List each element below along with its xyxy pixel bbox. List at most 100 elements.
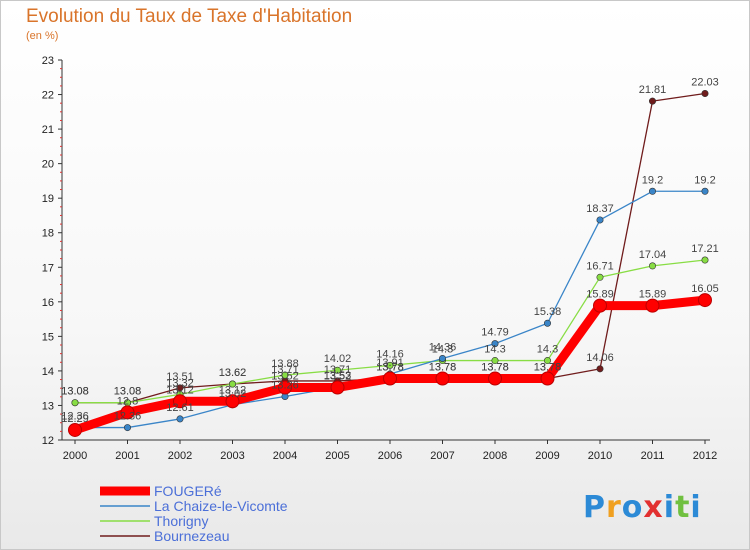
x-tick-label: 2009 [535, 450, 559, 462]
data-label: 14.16 [376, 348, 404, 360]
data-label: 13.08 [114, 386, 142, 398]
data-label: 13.71 [271, 364, 299, 376]
data-label: 13.51 [166, 371, 194, 383]
y-tick-label: 23 [42, 55, 54, 67]
data-label: 13.78 [429, 362, 457, 374]
data-point [491, 340, 499, 348]
data-label: 14.02 [324, 353, 352, 365]
x-tick-label: 2005 [325, 450, 349, 462]
data-label: 19.2 [694, 174, 715, 186]
data-label: 22.03 [691, 77, 719, 89]
data-point [596, 273, 604, 281]
data-label: 13.78 [534, 362, 562, 374]
data-point [593, 298, 607, 313]
y-tick-label: 21 [42, 124, 54, 136]
data-label: 12.36 [61, 411, 89, 423]
data-label: 14.3 [432, 344, 453, 356]
data-point [386, 361, 394, 369]
data-label: 13.78 [376, 362, 404, 374]
data-point [543, 357, 551, 365]
data-label: 13.91 [376, 357, 404, 369]
data-label: 13.78 [376, 362, 404, 374]
data-point [648, 97, 656, 105]
logo-letter: i [690, 490, 702, 525]
data-label: 18.37 [586, 203, 614, 215]
logo-letter: x [643, 490, 664, 525]
data-label: 13.71 [324, 364, 352, 376]
data-label: 14.3 [537, 344, 558, 356]
data-label: 14.06 [586, 352, 614, 364]
data-label: 15.89 [639, 289, 667, 301]
logo-letter: o [621, 490, 644, 525]
x-tick-label: 2011 [641, 450, 665, 462]
y-tick-label: 17 [42, 262, 54, 274]
data-label: 15.38 [534, 306, 562, 318]
legend-label: La Chaize-le-Vicomte [154, 498, 288, 514]
x-tick-label: 2001 [115, 450, 139, 462]
data-point [491, 357, 499, 365]
data-point [229, 380, 237, 388]
data-point [68, 422, 82, 437]
data-point [488, 371, 502, 386]
y-tick-label: 14 [42, 366, 54, 378]
logo-letter: t [675, 490, 691, 525]
data-point [648, 262, 656, 270]
data-point [383, 371, 397, 386]
y-tick-label: 18 [42, 228, 54, 240]
x-tick-label: 2010 [588, 450, 612, 462]
data-point [173, 394, 187, 409]
x-tick-label: 2008 [483, 450, 507, 462]
y-tick-label: 20 [42, 159, 54, 171]
data-label: 12.29 [61, 413, 89, 425]
x-tick-label: 2002 [168, 450, 192, 462]
data-label: 13.26 [271, 379, 299, 391]
data-point [596, 365, 604, 373]
data-point [701, 90, 709, 98]
data-point [124, 424, 132, 432]
data-point [333, 366, 341, 374]
x-tick-label: 2003 [220, 450, 244, 462]
y-tick-label: 19 [42, 193, 54, 205]
chart-subtitle: (en %) [26, 30, 59, 42]
data-label: 12.61 [166, 402, 194, 414]
y-tick-label: 15 [42, 331, 54, 343]
y-tick-label: 16 [42, 297, 54, 309]
data-label: 13.78 [429, 362, 457, 374]
data-point [278, 380, 292, 395]
data-label: 14.36 [429, 341, 457, 353]
data-point [596, 216, 604, 224]
y-tick-label: 13 [42, 400, 54, 412]
data-label: 13.78 [481, 362, 509, 374]
data-point [120, 405, 135, 420]
data-label: 13.52 [271, 370, 299, 382]
logo-letter: P [583, 490, 606, 525]
data-point [540, 371, 555, 386]
data-point [281, 371, 289, 379]
y-tick-label: 22 [42, 90, 54, 102]
chart-title: Evolution du Taux de Taxe d'Habitation [26, 6, 353, 27]
data-label: 16.71 [586, 260, 614, 272]
logo-letter: i [663, 490, 676, 525]
data-label: 13.62 [219, 367, 247, 379]
data-label: 13.62 [219, 367, 247, 379]
data-point [71, 399, 79, 407]
data-label: 17.04 [639, 249, 667, 261]
x-tick-label: 2000 [63, 450, 87, 462]
data-label: 15.89 [586, 289, 614, 301]
data-label: 19.2 [642, 174, 663, 186]
data-label: 14.3 [484, 344, 505, 356]
data-label: 12.8 [117, 395, 138, 407]
x-tick-label: 2006 [378, 450, 402, 462]
data-label: 13.02 [219, 388, 247, 400]
data-label: 13.78 [534, 362, 562, 374]
data-label: 13.08 [114, 386, 142, 398]
data-point [543, 319, 551, 327]
data-label: 17.21 [691, 243, 719, 255]
data-label: 14.79 [481, 327, 509, 339]
data-point [648, 187, 656, 195]
y-tick-label: 12 [42, 435, 54, 447]
x-tick-label: 2004 [273, 450, 297, 462]
data-label: 21.81 [639, 84, 667, 96]
